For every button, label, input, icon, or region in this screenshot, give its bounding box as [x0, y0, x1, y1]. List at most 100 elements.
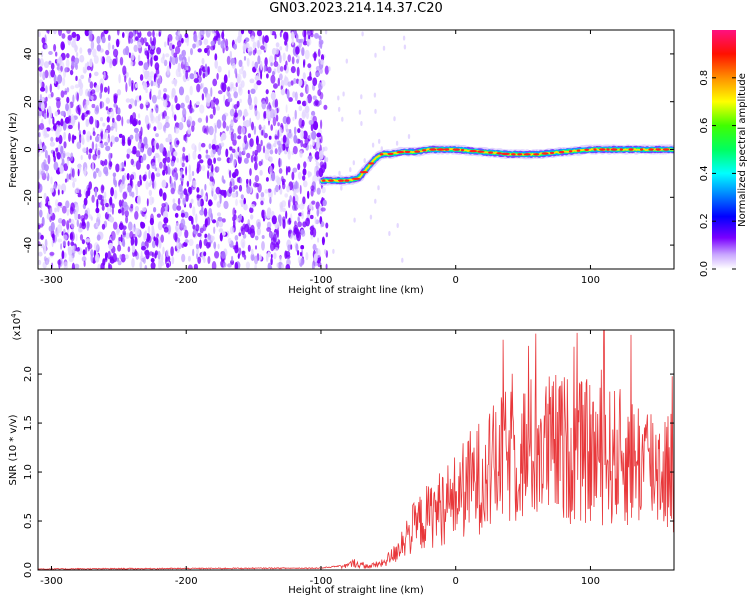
noise-speckle	[284, 193, 289, 198]
noise-speckle	[308, 203, 313, 210]
noise-speckle	[207, 233, 211, 240]
noise-speckle	[92, 131, 96, 137]
noise-speckle	[266, 73, 269, 79]
noise-speckle	[292, 195, 296, 206]
y-tick-label: 2.0	[23, 366, 34, 382]
noise-speckle	[149, 217, 154, 226]
noise-speckle	[247, 133, 251, 139]
noise-speckle	[50, 176, 53, 185]
noise-speckle	[64, 116, 70, 124]
noise-speckle	[88, 77, 91, 83]
noise-speckle	[233, 132, 237, 141]
noise-speckle	[61, 158, 65, 167]
noise-speckle	[89, 135, 92, 141]
noise-speckle	[38, 224, 41, 229]
noise-speckle	[233, 91, 238, 99]
noise-speckle	[302, 30, 307, 38]
noise-speckle	[86, 146, 89, 156]
noise-speckle	[121, 116, 124, 127]
noise-speckle	[199, 159, 204, 164]
noise-speckle	[166, 156, 171, 163]
noise-speckle	[270, 74, 276, 84]
noise-speckle	[51, 239, 54, 248]
noise-speckle	[60, 110, 66, 116]
noise-speckle	[222, 262, 227, 268]
noise-speckle	[79, 222, 82, 230]
ridge-core	[559, 150, 565, 154]
noise-speckle	[193, 263, 198, 269]
noise-speckle	[178, 122, 184, 131]
noise-speckle	[38, 138, 42, 149]
noise-speckle	[206, 45, 210, 50]
noise-speckle	[312, 243, 317, 251]
noise-speckle	[182, 107, 187, 118]
noise-speckle	[283, 76, 289, 86]
noise-speckle	[93, 171, 97, 179]
noise-speckle	[306, 38, 312, 46]
noise-speckle	[233, 159, 237, 165]
noise-speckle	[63, 141, 67, 149]
noise-speckle	[158, 239, 162, 249]
noise-speckle	[45, 127, 51, 132]
noise-speckle	[314, 32, 319, 39]
noise-speckle	[286, 116, 291, 125]
noise-speckle	[61, 250, 65, 260]
noise-speckle	[239, 34, 242, 42]
noise-speckle	[151, 94, 157, 104]
noise-speckle	[199, 239, 202, 249]
noise-speckle	[294, 181, 300, 191]
noise-speckle	[284, 39, 288, 46]
noise-speckle	[76, 141, 82, 150]
noise-speckle	[38, 66, 43, 72]
noise-speckle	[151, 162, 157, 170]
noise-speckle	[242, 43, 247, 53]
ridge-core	[452, 148, 460, 151]
noise-speckle	[99, 91, 102, 99]
noise-speckle	[38, 152, 41, 157]
noise-speckle	[83, 197, 88, 206]
noise-speckle	[57, 188, 60, 196]
noise-speckle	[203, 238, 208, 247]
noise-speckle	[130, 60, 134, 67]
noise-speckle	[96, 212, 101, 220]
noise-speckle	[175, 103, 181, 111]
noise-speckle	[114, 136, 119, 143]
noise-speckle	[187, 56, 191, 63]
noise-speckle	[121, 207, 125, 216]
noise-speckle	[285, 165, 288, 176]
noise-speckle	[88, 148, 93, 154]
noise-speckle	[151, 145, 155, 153]
noise-speckle	[274, 98, 279, 109]
ridge-core	[619, 148, 623, 151]
noise-speckle	[43, 192, 47, 200]
noise-speckle	[164, 115, 170, 120]
noise-speckle	[184, 33, 189, 39]
noise-speckle	[101, 36, 106, 44]
ridge-core	[444, 148, 450, 151]
noise-speckle	[202, 125, 207, 134]
noise-speckle	[182, 59, 185, 65]
noise-speckle	[204, 63, 208, 72]
noise-speckle	[200, 83, 203, 90]
noise-speckle	[62, 240, 67, 247]
noise-speckle	[122, 191, 128, 200]
colorbar-ticks: 0.0 0.2 0.4 0.6 0.8	[699, 70, 736, 277]
noise-speckle	[105, 97, 111, 104]
noise-speckle	[151, 240, 156, 249]
noise-speckle	[297, 221, 302, 228]
colorbar: 0.0 0.2 0.4 0.6 0.8 Normalized spectral ampl…	[699, 30, 748, 277]
noise-speckle	[176, 40, 182, 48]
noise-speckle	[47, 154, 51, 165]
noise-speckle	[229, 158, 233, 164]
noise-speckle	[279, 187, 283, 195]
noise-speckle	[164, 122, 170, 129]
noise-speckle	[230, 259, 235, 265]
noise-speckle	[260, 139, 263, 147]
y-tick-label: 1.0	[23, 464, 34, 480]
noise-speckle	[238, 59, 243, 68]
noise-speckle	[310, 123, 314, 132]
noise-speckle	[267, 188, 272, 193]
noise-speckle	[304, 49, 310, 60]
noise-speckle	[234, 235, 239, 241]
